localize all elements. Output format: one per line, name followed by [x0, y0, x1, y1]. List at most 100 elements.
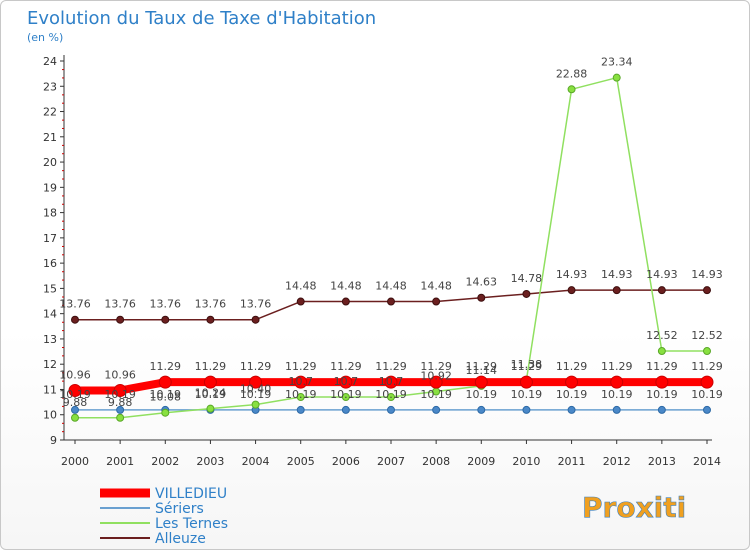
data-point-alleuze: [161, 315, 170, 324]
data-point-s-riers: [432, 405, 441, 414]
x-tick-label: 2003: [196, 455, 224, 468]
data-point-alleuze: [567, 286, 576, 295]
y-tick-label: 21: [43, 131, 57, 144]
data-point-les-ternes: [116, 413, 125, 422]
x-tick-label: 2001: [106, 455, 134, 468]
data-point-s-riers: [567, 405, 576, 414]
data-label-villedieu: 11.29: [646, 360, 678, 373]
data-label-alleuze: 14.48: [420, 280, 452, 293]
data-label-s-riers: 10.19: [104, 388, 136, 401]
data-point-villedieu: [113, 383, 127, 397]
y-tick-label: 17: [43, 232, 57, 245]
data-label-villedieu: 11.29: [601, 360, 633, 373]
data-point-les-ternes: [341, 393, 350, 402]
data-label-alleuze: 14.93: [691, 268, 723, 281]
data-label-villedieu: 10.96: [59, 368, 91, 381]
data-point-alleuze: [296, 297, 305, 306]
data-point-villedieu: [565, 375, 579, 389]
chart-subtitle: (en %): [27, 31, 63, 44]
y-tick-label: 14: [43, 308, 57, 321]
series-layer: [68, 73, 714, 422]
data-point-s-riers: [477, 405, 486, 414]
data-point-villedieu: [429, 375, 443, 389]
data-label-alleuze: 13.76: [195, 298, 227, 311]
x-tick-label: 2000: [61, 455, 89, 468]
data-label-alleuze: 14.48: [330, 280, 362, 293]
data-label-les-ternes: 9.88: [63, 396, 88, 409]
data-point-s-riers: [387, 405, 395, 414]
data-label-alleuze: 13.76: [59, 298, 91, 311]
x-tick-label: 2006: [332, 455, 360, 468]
data-label-alleuze: 14.48: [285, 280, 317, 293]
y-tick-label: 16: [43, 257, 57, 270]
y-tick-label: 20: [43, 156, 57, 169]
data-label-s-riers: 10.19: [59, 388, 91, 401]
data-point-villedieu: [700, 375, 714, 389]
x-tick-label: 2014: [693, 455, 721, 468]
data-label-alleuze: 14.93: [601, 268, 633, 281]
data-point-les-ternes: [251, 400, 260, 409]
data-label-alleuze: 14.48: [375, 280, 407, 293]
y-tick-label: 23: [43, 80, 57, 93]
y-tick-label: 11: [43, 383, 57, 396]
proxiti-logo: Proxiti: [582, 491, 687, 525]
data-point-s-riers: [116, 405, 125, 414]
data-point-les-ternes: [161, 408, 170, 417]
data-point-les-ternes: [657, 347, 666, 356]
data-label-s-riers: 10.19: [330, 388, 362, 401]
data-label-les-ternes: 12.52: [646, 329, 678, 342]
legend-label-s-riers: Sériers: [155, 501, 204, 517]
data-label-s-riers: 10.19: [646, 388, 678, 401]
data-label-les-ternes: 9.88: [108, 396, 133, 409]
data-point-les-ternes: [703, 347, 711, 356]
data-label-les-ternes: 10.7: [288, 375, 313, 388]
data-label-s-riers: 10.19: [150, 388, 182, 401]
data-point-villedieu: [339, 375, 353, 389]
x-tick-label: 2008: [422, 455, 450, 468]
x-tick-label: 2012: [603, 455, 631, 468]
data-label-villedieu: 11.29: [285, 360, 317, 373]
data-point-villedieu: [249, 375, 263, 389]
y-tick-label: 9: [50, 434, 57, 447]
data-label-s-riers: 10.19: [240, 388, 272, 401]
data-label-les-ternes: 12.52: [691, 329, 723, 342]
data-point-s-riers: [522, 405, 531, 414]
data-label-les-ternes: 10.24: [195, 387, 227, 400]
x-tick-label: 2004: [242, 455, 270, 468]
data-point-les-ternes: [567, 85, 576, 94]
legend-label-les-ternes: Les Ternes: [155, 516, 228, 532]
data-label-les-ternes: 10.7: [379, 375, 404, 388]
data-point-alleuze: [251, 315, 260, 324]
data-label-s-riers: 10.19: [601, 388, 633, 401]
chart-title: Evolution du Taux de Taxe d'Habitation: [27, 8, 376, 29]
data-point-villedieu: [474, 375, 488, 389]
data-point-villedieu: [655, 375, 669, 389]
data-label-alleuze: 13.76: [150, 298, 182, 311]
data-label-s-riers: 10.19: [556, 388, 588, 401]
data-label-alleuze: 13.76: [104, 298, 136, 311]
data-point-alleuze: [477, 293, 486, 302]
data-label-s-riers: 10.19: [195, 388, 227, 401]
data-point-alleuze: [387, 297, 395, 306]
y-tick-label: 24: [43, 55, 57, 68]
y-tick-label: 13: [43, 333, 57, 346]
data-label-villedieu: 10.96: [104, 368, 136, 381]
data-point-villedieu: [384, 375, 398, 389]
data-point-alleuze: [71, 315, 79, 324]
data-label-alleuze: 14.93: [556, 268, 588, 281]
data-label-villedieu: 11.29: [691, 360, 723, 373]
data-label-villedieu: 11.29: [511, 360, 543, 373]
data-point-alleuze: [703, 286, 711, 295]
data-point-alleuze: [206, 315, 215, 324]
data-point-villedieu: [68, 383, 82, 397]
x-tick-label: 2010: [512, 455, 540, 468]
x-tick-label: 2013: [648, 455, 676, 468]
data-label-les-ternes: 22.88: [556, 67, 588, 80]
data-label-les-ternes: 10.7: [334, 375, 359, 388]
data-label-s-riers: 10.19: [375, 388, 407, 401]
data-point-alleuze: [657, 286, 666, 295]
data-label-les-ternes: 10.08: [150, 391, 182, 404]
data-point-s-riers: [71, 405, 79, 414]
x-tick-label: 2009: [467, 455, 495, 468]
